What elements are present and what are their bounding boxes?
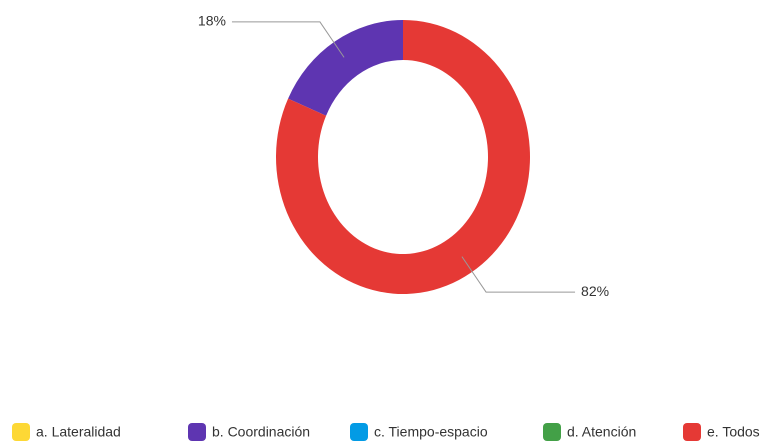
leader-line	[231, 21, 345, 58]
data-label: 18%	[198, 13, 226, 29]
legend-swatch	[12, 423, 30, 441]
legend-label: c. Tiempo-espacio	[374, 424, 488, 440]
legend-swatch	[543, 423, 561, 441]
leader-line	[461, 256, 576, 293]
legend-label: d. Atención	[567, 424, 636, 440]
legend-swatch	[683, 423, 701, 441]
donut-slice	[288, 20, 403, 116]
legend-label: e. Todos	[707, 424, 760, 440]
legend-label: a. Lateralidad	[36, 424, 121, 440]
donut-slice	[276, 20, 530, 294]
legend-swatch	[350, 423, 368, 441]
legend-label: b. Coordinación	[212, 424, 310, 440]
data-label: 82%	[581, 283, 609, 299]
legend-swatch	[188, 423, 206, 441]
